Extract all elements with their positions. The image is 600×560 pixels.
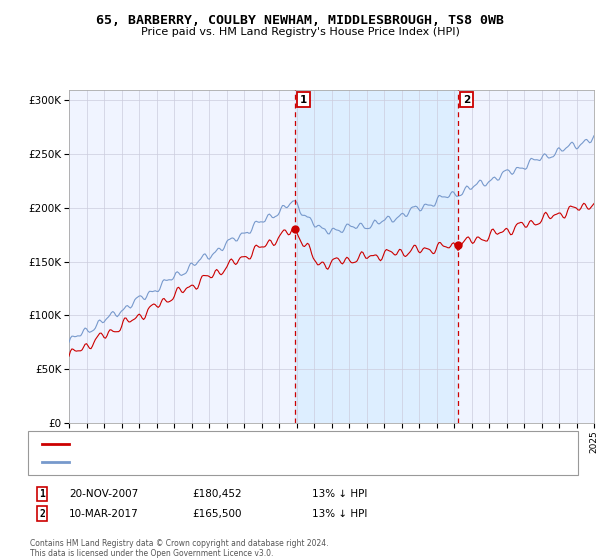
Text: £180,452: £180,452 [192, 489, 242, 499]
Text: 13% ↓ HPI: 13% ↓ HPI [312, 489, 367, 499]
Text: 13% ↓ HPI: 13% ↓ HPI [312, 508, 367, 519]
Text: Contains HM Land Registry data © Crown copyright and database right 2024.
This d: Contains HM Land Registry data © Crown c… [30, 539, 329, 558]
Text: 2: 2 [463, 95, 470, 105]
Text: £165,500: £165,500 [192, 508, 241, 519]
Text: HPI: Average price, detached house, Middlesbrough: HPI: Average price, detached house, Midd… [78, 458, 312, 466]
Text: 1: 1 [39, 489, 45, 499]
Text: 20-NOV-2007: 20-NOV-2007 [69, 489, 138, 499]
Text: Price paid vs. HM Land Registry's House Price Index (HPI): Price paid vs. HM Land Registry's House … [140, 27, 460, 37]
Text: 2: 2 [39, 508, 45, 519]
Bar [295, 90, 457, 423]
Text: 65, BARBERRY, COULBY NEWHAM, MIDDLESBROUGH, TS8 0WB (detached house): 65, BARBERRY, COULBY NEWHAM, MIDDLESBROU… [78, 440, 443, 449]
Text: 1: 1 [300, 95, 307, 105]
Text: 10-MAR-2017: 10-MAR-2017 [69, 508, 139, 519]
Text: 65, BARBERRY, COULBY NEWHAM, MIDDLESBROUGH, TS8 0WB: 65, BARBERRY, COULBY NEWHAM, MIDDLESBROU… [96, 14, 504, 27]
